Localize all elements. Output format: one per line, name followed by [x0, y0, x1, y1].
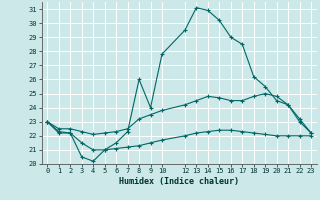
X-axis label: Humidex (Indice chaleur): Humidex (Indice chaleur)	[119, 177, 239, 186]
